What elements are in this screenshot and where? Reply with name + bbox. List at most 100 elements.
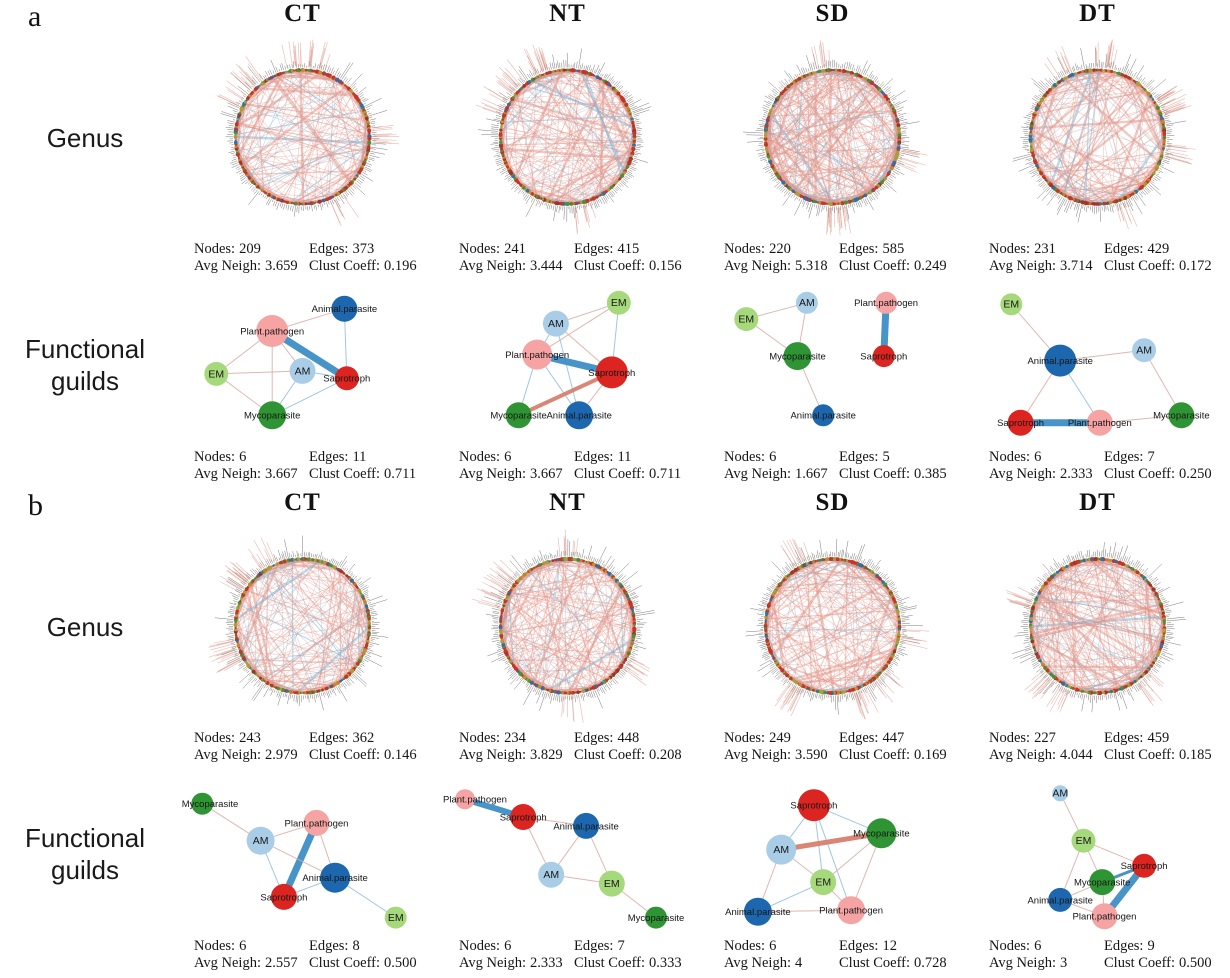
stats-genus-dt-b: Nodes: 227 Avg Neigh: 4.044 Edges: 459 Clust C… (965, 727, 1230, 773)
stat-edges: Edges: 11 (574, 449, 632, 465)
guild-node-plant.pathogen (256, 315, 289, 347)
row-label-functional-b: Functional guilds (25, 822, 145, 886)
panel-b: b CT NT SD DT Genus Nodes: 243 Avg Neigh: 2.97… (0, 489, 1230, 978)
guild-node-em (204, 361, 229, 386)
stat-nodes: Nodes: 234 (459, 730, 526, 746)
guild-edges (462, 796, 657, 919)
stat-clust_coeff: Clust Coeff: 0.208 (574, 747, 682, 764)
genus-networks-b (170, 527, 1230, 727)
stats-genus-ct-b: Nodes: 243 Avg Neigh: 2.979 Edges: 362 Clust C… (170, 727, 435, 773)
guild-node-label-plant.pathogen: Plant.pathogen (505, 350, 569, 361)
stats-genus-sd-a: Nodes: 220 Avg Neigh: 5.318 Edges: 585 Clust C… (700, 238, 965, 284)
column-header-sd: SD (815, 489, 850, 516)
guild-node-plant.pathogen (522, 339, 553, 370)
guild-node-em (810, 869, 837, 896)
guild-node-label-animal.parasite: Animal.parasite (312, 304, 377, 315)
guild-node-label-plant.pathogen: Plant.pathogen (285, 818, 349, 829)
guild-network-nt-a: EM AM Plant.pathogen Saprotroph Mycoparasite… (490, 290, 635, 430)
treatment-headers-b: CT NT SD DT (170, 489, 1230, 527)
stat-nodes: Nodes: 6 (724, 938, 777, 954)
row-label-functional-a: Functional guilds (25, 333, 145, 397)
stats-genus-nt-a: Nodes: 241 Avg Neigh: 3.444 Edges: 415 Clust C… (435, 238, 700, 284)
guild-node-label-mycoparasite: Mycoparasite (769, 352, 826, 363)
guild-node-label-plant.pathogen: Plant.pathogen (819, 906, 883, 917)
guild-node-em (1000, 293, 1023, 316)
guild-network-sd-a: AM Plant.pathogen EM Mycoparasite Saprotroph… (734, 291, 918, 427)
stat-clust_coeff: Clust Coeff: 0.172 (1104, 258, 1212, 275)
guild-node-label-am: AM (799, 297, 815, 309)
genus-stats-a: Nodes: 209 Avg Neigh: 3.659 Edges: 373 Clust C… (170, 238, 1230, 284)
guild-node-label-plant.pathogen: Plant.pathogen (240, 326, 304, 337)
guild-node-animal.parasite (1048, 887, 1073, 912)
guild-node-label-saprotroph: Saprotroph (260, 892, 307, 903)
stats-guild-sd-b: Nodes: 6 Avg Neigh: 4 Edges: 12 Clust Coeff: 0.… (700, 935, 965, 978)
guild-node-saprotroph (595, 356, 628, 389)
stat-avg_neigh: Avg Neigh: 2.557 (194, 955, 298, 972)
stat-nodes: Nodes: 6 (194, 938, 247, 954)
stat-nodes: Nodes: 231 (989, 241, 1056, 257)
guild-network-ct-b: Mycoparasite Plant.pathogen AM Animal.paras… (182, 792, 407, 929)
guild-node-label-saprotroph: Saprotroph (790, 801, 837, 812)
genus-label-ticks (472, 529, 655, 723)
stat-nodes: Nodes: 6 (459, 938, 512, 954)
guild-edge-saprotroph-mycoparasite (516, 370, 614, 418)
guild-node-am (1052, 785, 1069, 802)
stat-edges: Edges: 447 (839, 730, 905, 746)
guild-node-mycoparasite (505, 402, 532, 429)
guild-node-plant.pathogen (1091, 903, 1118, 930)
guild-network-nt-b: Plant.pathogen Saprotroph Animal.parasite A… (443, 789, 684, 929)
stat-clust_coeff: Clust Coeff: 0.711 (574, 466, 682, 483)
guild-node-label-plant.pathogen: Plant.pathogen (443, 795, 507, 806)
stat-nodes: Nodes: 241 (459, 241, 526, 257)
guild-node-am (289, 357, 316, 384)
guild-node-label-animal.parasite: Animal.parasite (790, 411, 855, 422)
guild-edge-animal.parasite-plant.pathogen (757, 909, 852, 913)
guild-node-mycoparasite (258, 401, 287, 430)
guild-node-label-mycoparasite: Mycoparasite (1074, 878, 1131, 889)
guild-node-label-saprotroph: Saprotroph (323, 374, 370, 385)
guild-node-plant.pathogen (875, 291, 898, 314)
stat-avg_neigh: Avg Neigh: 2.333 (989, 466, 1093, 483)
stat-clust_coeff: Clust Coeff: 0.196 (309, 258, 417, 275)
guild-node-label-animal.parasite: Animal.parasite (1027, 356, 1092, 367)
stat-avg_neigh: Avg Neigh: 3.714 (989, 258, 1093, 275)
guild-node-animal.parasite (565, 401, 594, 430)
stat-clust_coeff: Clust Coeff: 0.249 (839, 258, 947, 275)
guild-node-am (795, 291, 818, 314)
stat-clust_coeff: Clust Coeff: 0.385 (839, 466, 947, 483)
stat-nodes: Nodes: 6 (989, 938, 1042, 954)
stat-edges: Edges: 459 (1104, 730, 1170, 746)
guild-node-am (542, 310, 569, 337)
stat-avg_neigh: Avg Neigh: 3.590 (724, 747, 828, 764)
guild-node-mycoparasite (645, 906, 667, 929)
stat-nodes: Nodes: 209 (194, 241, 261, 257)
guild-node-label-am: AM (543, 869, 559, 881)
column-header-nt: NT (549, 0, 586, 27)
stat-edges: Edges: 8 (309, 938, 360, 954)
guild-node-animal.parasite (812, 404, 835, 427)
stat-clust_coeff: Clust Coeff: 0.156 (574, 258, 682, 275)
guild-node-saprotroph (334, 366, 359, 391)
guild-node-mycoparasite (866, 818, 897, 849)
stat-clust_coeff: Clust Coeff: 0.333 (574, 955, 682, 972)
guild-node-plant.pathogen (837, 896, 866, 925)
stats-genus-nt-b: Nodes: 234 Avg Neigh: 3.829 Edges: 448 Clust C… (435, 727, 700, 773)
stat-clust_coeff: Clust Coeff: 0.169 (839, 747, 947, 764)
guild-node-label-saprotroph: Saprotroph (997, 418, 1044, 429)
genus-network-ct-b (208, 535, 389, 711)
guild-node-label-mycoparasite: Mycoparasite (182, 799, 239, 810)
column-header-dt: DT (1079, 489, 1116, 516)
guild-node-label-plant.pathogen: Plant.pathogen (1068, 418, 1132, 429)
guild-network-dt-a: EM Animal.parasite AM Mycoparasite Saprotrop… (997, 293, 1210, 436)
genus-ring-nodes (763, 67, 902, 206)
guild-node-label-am: AM (253, 835, 269, 847)
guild-node-label-em: EM (208, 368, 224, 380)
guild-network-ct-a: Animal.parasite Plant.pathogen EM AM Saprotr… (204, 295, 377, 430)
guild-networks-a: Animal.parasite Plant.pathogen EM AM Saprotr… (170, 284, 1230, 446)
column-header-dt: DT (1079, 0, 1116, 27)
genus-network-dt-b (1006, 542, 1186, 713)
guild-node-label-am: AM (773, 844, 789, 856)
stat-edges: Edges: 448 (574, 730, 640, 746)
stat-nodes: Nodes: 6 (989, 449, 1042, 465)
column-header-ct: CT (284, 489, 321, 516)
